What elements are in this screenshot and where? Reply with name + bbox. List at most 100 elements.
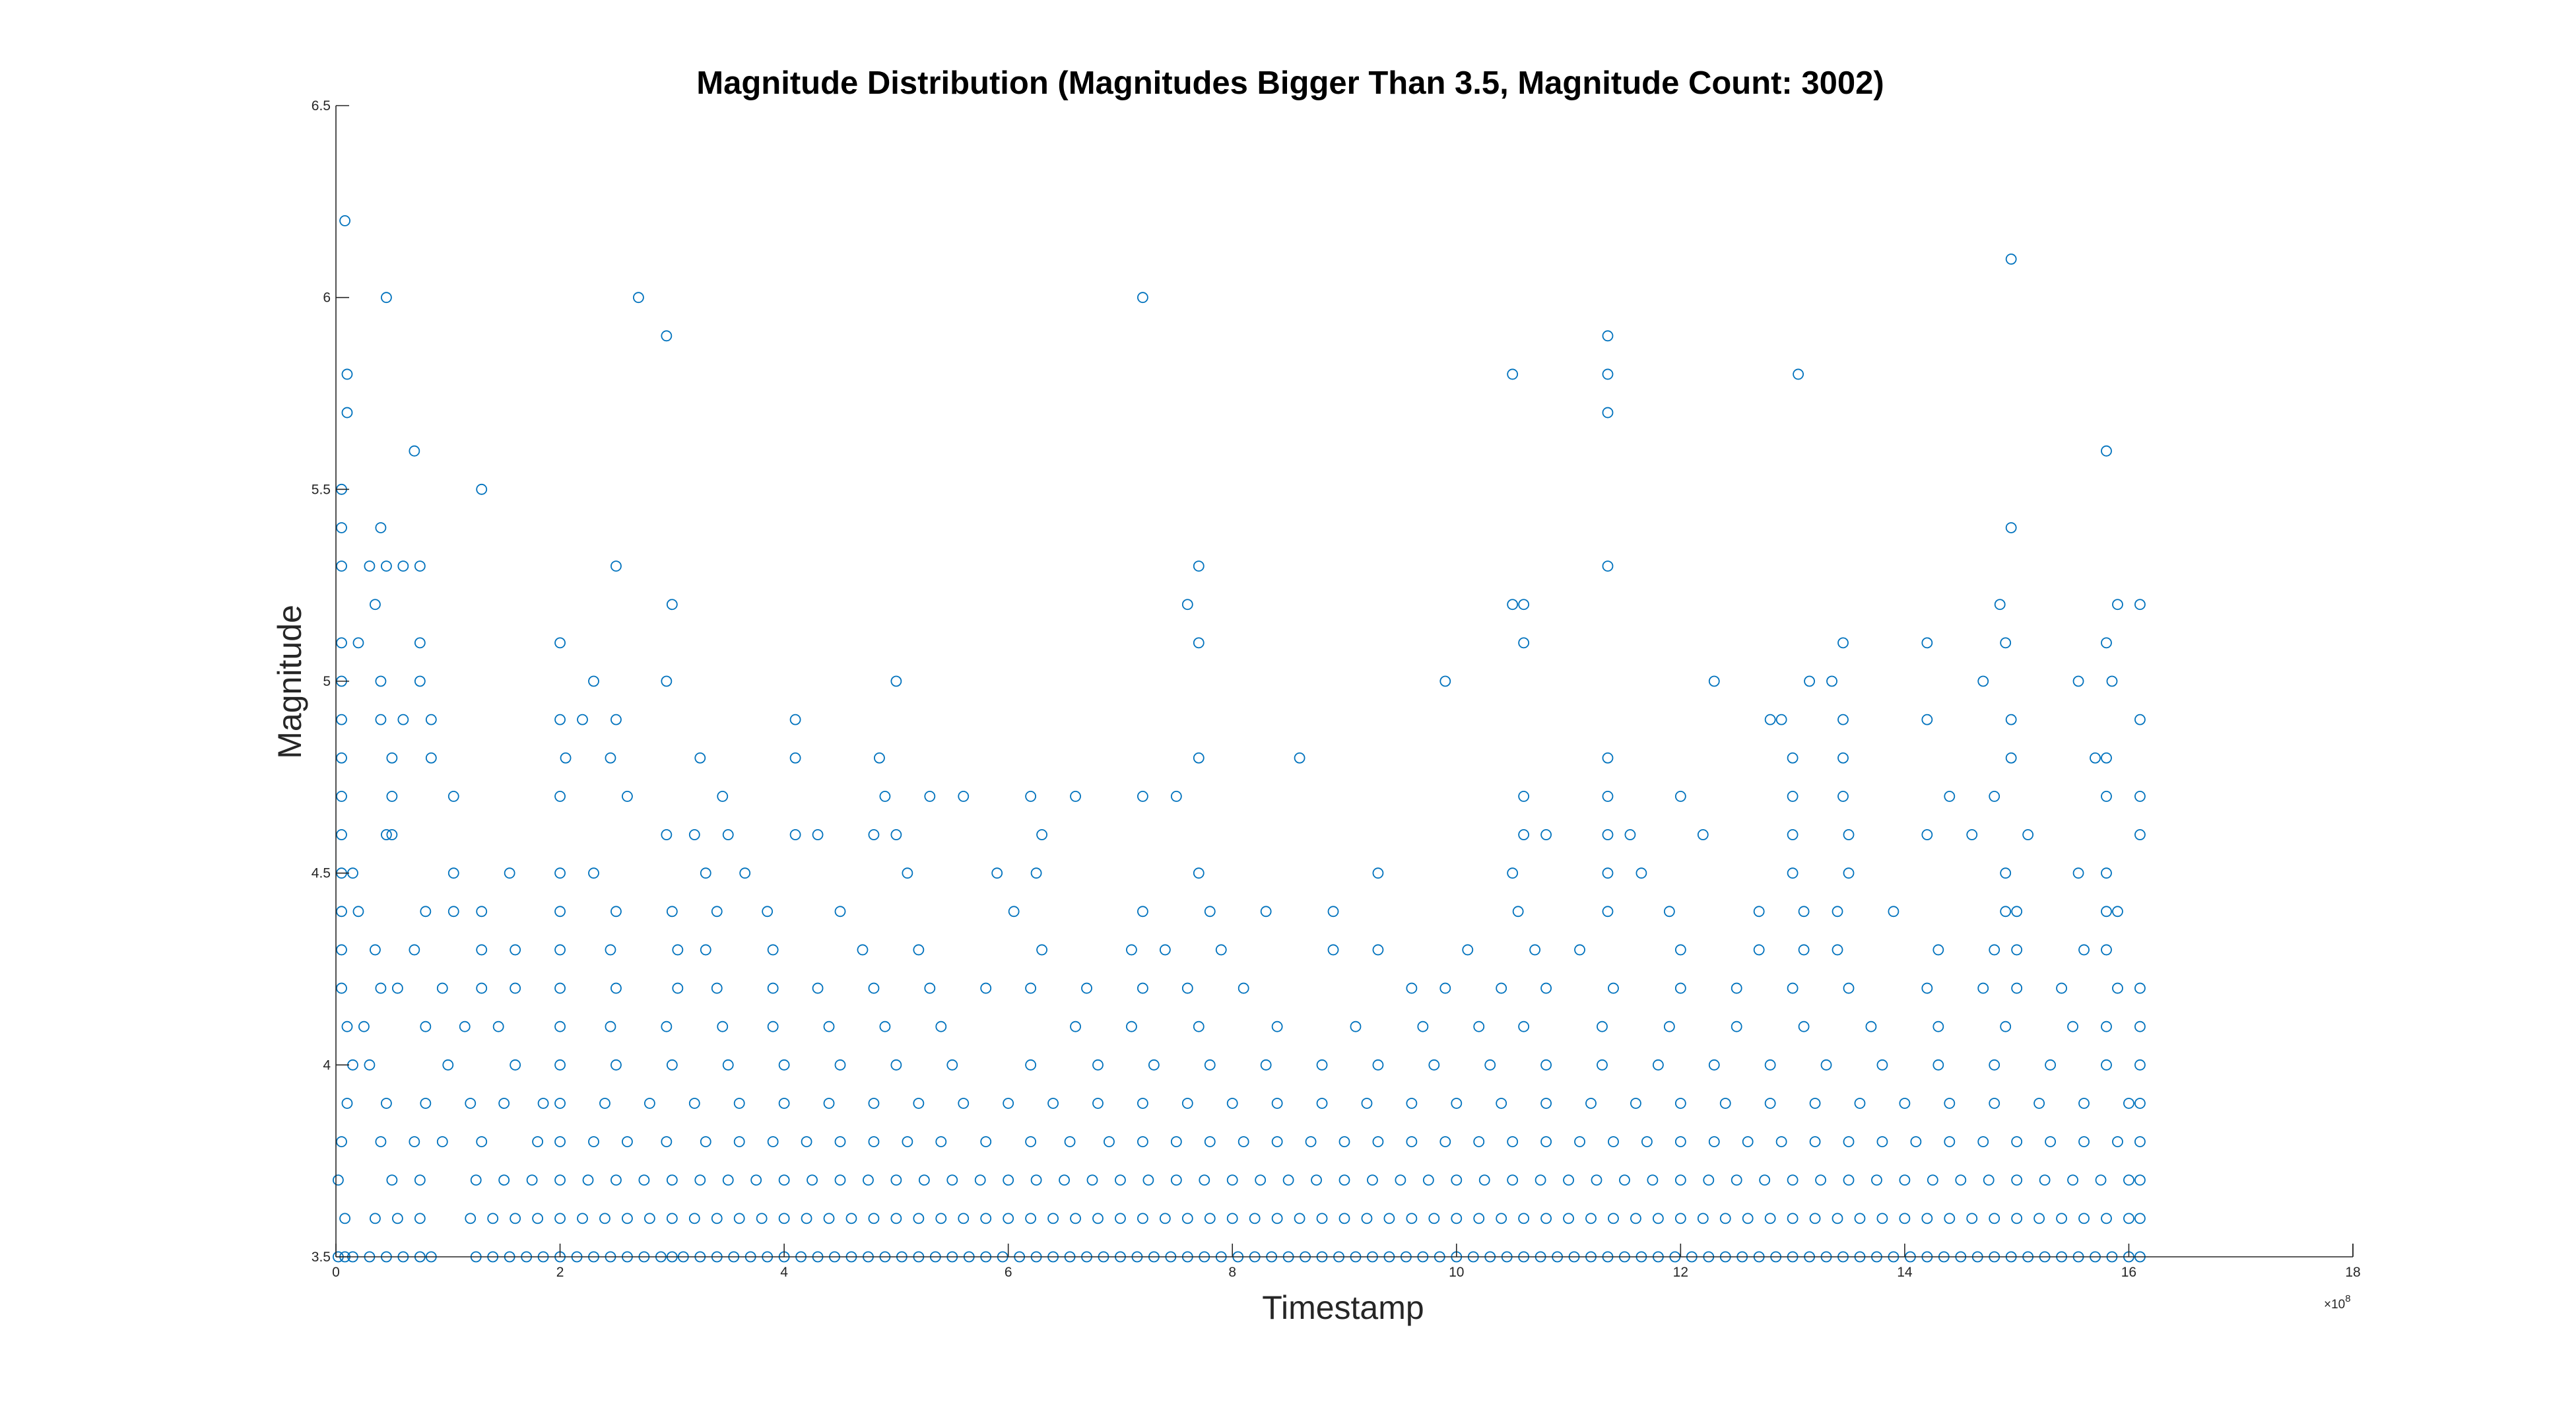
data-point: [1518, 1213, 1530, 1224]
data-point: [1540, 1136, 1552, 1147]
data-point: [1837, 791, 1849, 802]
data-point: [812, 982, 824, 994]
data-point: [1764, 1213, 1776, 1224]
data-point: [336, 906, 347, 918]
data-point: [414, 1174, 426, 1186]
data-point: [1876, 1136, 1888, 1147]
data-point: [661, 330, 673, 342]
data-point: [582, 1174, 594, 1186]
data-point: [672, 982, 684, 994]
data-point: [1193, 867, 1205, 879]
data-point: [1983, 1174, 1995, 1186]
data-point: [1193, 637, 1205, 649]
data-point: [1507, 368, 1519, 380]
data-point: [1070, 1213, 1081, 1224]
data-point: [1602, 752, 1614, 764]
data-point: [386, 829, 398, 840]
data-point: [722, 1059, 734, 1071]
data-point: [1602, 906, 1614, 918]
data-point: [2011, 906, 2023, 918]
data-point: [2072, 867, 2084, 879]
data-point: [1142, 1174, 1154, 1186]
data-point: [554, 1098, 566, 1109]
data-point: [902, 867, 913, 879]
data-point: [1809, 1213, 1821, 1224]
data-point: [1809, 1098, 1821, 1109]
data-point: [1327, 944, 1339, 956]
data-point: [2101, 906, 2112, 918]
data-point: [605, 944, 616, 956]
data-point: [711, 1213, 723, 1224]
data-point: [890, 1174, 902, 1186]
data-point: [1473, 1136, 1485, 1147]
data-point: [1238, 1136, 1249, 1147]
data-point: [2134, 982, 2146, 994]
data-point: [1025, 1213, 1037, 1224]
data-point: [1563, 1213, 1574, 1224]
y-ticks: 3.5 4 4.5 5 5.5 6 6.5: [312, 98, 349, 1265]
data-point: [1764, 714, 1776, 725]
data-point: [1496, 982, 1507, 994]
data-point: [1854, 1213, 1866, 1224]
x-tick-label: 4: [780, 1265, 788, 1280]
data-point: [436, 982, 448, 994]
data-point: [2000, 867, 2012, 879]
data-point: [1036, 829, 1047, 840]
data-point: [913, 1213, 925, 1224]
y-tick-label: 5.5: [312, 482, 331, 497]
data-point: [767, 1136, 779, 1147]
data-point: [1815, 1174, 1826, 1186]
data-point: [341, 1098, 353, 1109]
data-point: [2078, 1213, 2090, 1224]
data-point: [1204, 1059, 1216, 1071]
data-point: [447, 867, 459, 879]
data-point: [1008, 906, 1020, 918]
data-point: [2039, 1174, 2051, 1186]
data-point: [1003, 1098, 1014, 1109]
data-point: [1159, 1213, 1171, 1224]
data-point: [352, 906, 364, 918]
data-point: [1837, 752, 1849, 764]
data-point: [1775, 714, 1787, 725]
data-point: [1115, 1213, 1126, 1224]
data-point: [1047, 1213, 1059, 1224]
data-point: [2011, 1136, 2023, 1147]
data-point: [2101, 1213, 2112, 1224]
data-point: [1602, 368, 1614, 380]
data-point: [381, 560, 392, 572]
data-point: [2134, 1174, 2146, 1186]
data-point: [2056, 1213, 2067, 1224]
data-point: [414, 675, 426, 687]
x-tick-label: 6: [1005, 1265, 1012, 1280]
data-point: [336, 791, 347, 802]
data-point: [1608, 982, 1619, 994]
data-point: [510, 944, 521, 956]
data-point: [510, 982, 521, 994]
data-point: [1338, 1174, 1350, 1186]
data-point: [1602, 330, 1614, 342]
data-point: [397, 714, 409, 725]
data-point: [554, 1174, 566, 1186]
data-point: [1865, 1021, 1877, 1032]
data-point: [688, 1213, 700, 1224]
data-point: [2101, 752, 2112, 764]
data-point: [425, 752, 437, 764]
data-point: [336, 982, 347, 994]
data-point: [913, 1098, 925, 1109]
data-point: [1137, 1098, 1148, 1109]
data-point: [1271, 1098, 1283, 1109]
data-point: [2000, 1021, 2012, 1032]
data-point: [1496, 1098, 1507, 1109]
data-point: [1036, 944, 1047, 956]
data-point: [1193, 1021, 1205, 1032]
data-point: [1932, 1059, 1944, 1071]
data-point: [1361, 1098, 1373, 1109]
data-point: [611, 714, 622, 725]
data-point: [554, 791, 566, 802]
data-point: [1439, 675, 1451, 687]
data-point: [336, 637, 347, 649]
data-point: [2101, 445, 2112, 457]
data-point: [1759, 1174, 1771, 1186]
data-point: [1966, 829, 1978, 840]
data-point: [1316, 1098, 1328, 1109]
